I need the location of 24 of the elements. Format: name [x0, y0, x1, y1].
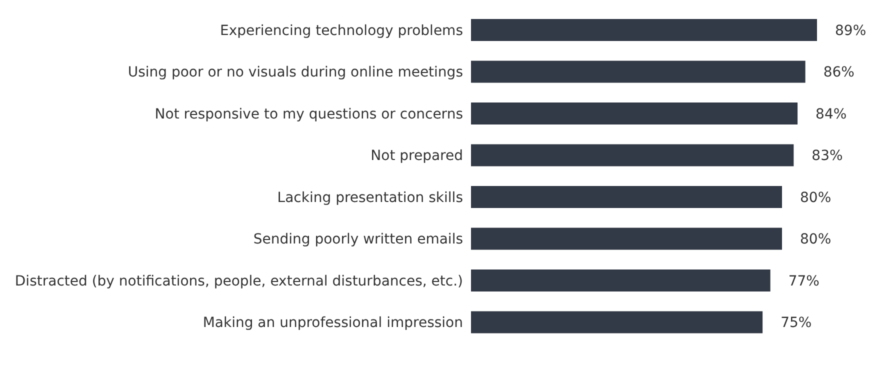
bar — [471, 311, 763, 334]
data-label: 83% — [812, 148, 843, 164]
y-tick-label: Sending poorly written emails — [253, 232, 463, 248]
y-tick-label: Not responsive to my questions or concerns — [154, 106, 463, 122]
y-tick-label: Experiencing technology problems — [220, 22, 463, 39]
bar — [471, 228, 782, 250]
data-label: 75% — [780, 315, 812, 332]
y-tick-label: Lacking presentation skills — [277, 190, 463, 206]
bar — [471, 102, 798, 124]
bar — [471, 270, 770, 292]
y-tick-label: Not prepared — [370, 148, 463, 164]
y-tick-label: Making an unprofessional impression — [202, 315, 463, 332]
data-label: 80% — [800, 190, 832, 206]
data-label: 84% — [816, 106, 847, 122]
bar — [471, 186, 782, 208]
y-tick-label: Using poor or no visuals during online meetings — [128, 64, 463, 81]
data-label: 86% — [823, 64, 854, 81]
data-label: 80% — [800, 232, 832, 248]
data-label: 89% — [835, 22, 866, 39]
bar — [471, 144, 794, 166]
bar — [471, 60, 806, 83]
bar — [471, 19, 817, 41]
data-label: 77% — [788, 273, 820, 290]
y-tick-label: Distracted (by notifications, people, external disturbances, etc.) — [14, 273, 463, 290]
